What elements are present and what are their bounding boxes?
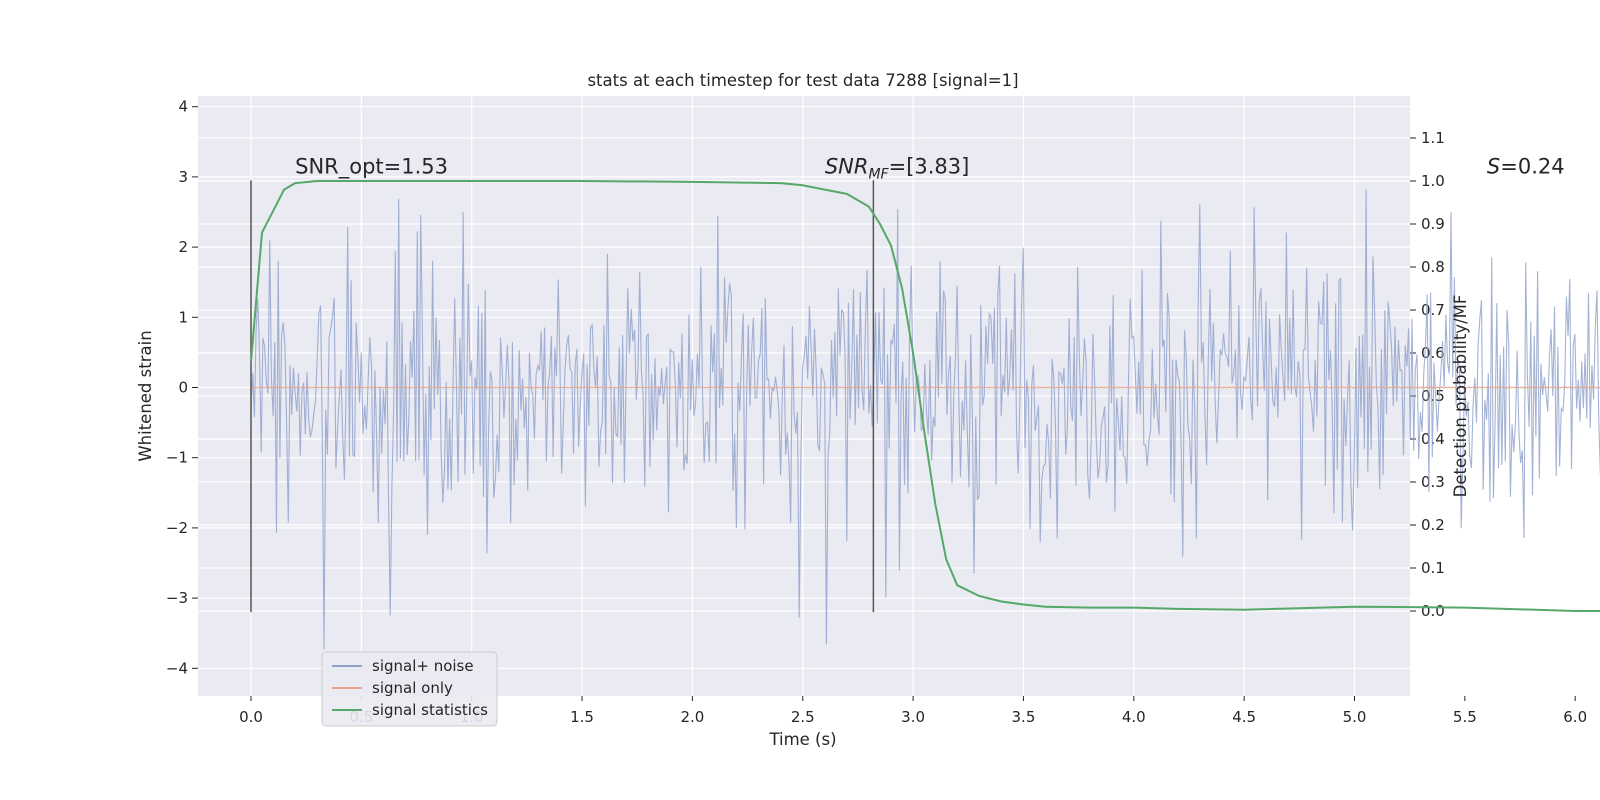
x-tick-label: 4.5 [1232, 708, 1256, 726]
legend-box [321, 651, 498, 727]
y-tick-label: 3 [178, 168, 188, 186]
y-tick-label: 0 [178, 379, 188, 397]
legend-label-stats: signal statistics [372, 701, 488, 719]
signal-statistics-series [250, 180, 1600, 612]
x-tick-label: 2.5 [791, 708, 815, 726]
y2-tick-label: 0.6 [1421, 344, 1445, 362]
x-tick-label: 4.0 [1122, 708, 1146, 726]
legend: signal+ noise signal only signal statist… [321, 651, 498, 727]
grid [198, 96, 1576, 696]
y2-axis-label: Detection probability/MF [1451, 295, 1470, 498]
y2-tick-label: 0.0 [1421, 602, 1445, 620]
x-tick-label: 1.5 [570, 708, 594, 726]
y-tick-label: −4 [166, 659, 188, 677]
x-tick-label: 6.0 [1563, 708, 1587, 726]
y-ticks: −4 −3 −2 −1 0 1 2 3 4 [166, 98, 198, 677]
legend-label-noise: signal+ noise [372, 657, 474, 675]
signal-noise-trace [250, 188, 1600, 650]
signal-only-trace [251, 386, 1600, 389]
y-tick-label: −2 [166, 519, 188, 537]
y-tick-label: −3 [166, 589, 188, 607]
y-tick-label: 1 [178, 308, 188, 326]
signal-noise-series [250, 188, 1600, 650]
vertical-markers [250, 180, 875, 613]
annotation-text: SNR_opt=1.53 [295, 154, 448, 179]
x-axis-label: Time (s) [768, 730, 836, 749]
y2-tick-label: 1.1 [1421, 129, 1445, 147]
y2-tick-label: 0.3 [1421, 473, 1445, 491]
x-tick-label: 0.0 [239, 708, 263, 726]
y2-tick-label: 1.0 [1421, 172, 1445, 190]
y-tick-label: 4 [178, 98, 188, 116]
x-tick-label: 5.0 [1343, 708, 1367, 726]
x-tick-label: 2.0 [680, 708, 704, 726]
legend-label-signal: signal only [372, 679, 453, 697]
x-tick-label: 5.5 [1453, 708, 1477, 726]
y-tick-label: 2 [178, 238, 188, 256]
x-tick-label: 3.5 [1012, 708, 1036, 726]
y-tick-label: −1 [166, 449, 188, 467]
y-axis-label: Whitened strain [136, 330, 155, 461]
signal-only-series [251, 386, 1600, 389]
y2-tick-label: 0.8 [1421, 258, 1445, 276]
y2-tick-label: 0.2 [1421, 516, 1445, 534]
y2-tick-label: 0.9 [1421, 215, 1445, 233]
chart-title: stats at each timestep for test data 728… [587, 71, 1018, 90]
signal-statistics-trace [250, 180, 1600, 612]
y2-tick-label: 0.1 [1421, 559, 1445, 577]
x-tick-label: 3.0 [901, 708, 925, 726]
y2-ticks: 0.00.10.20.30.40.50.60.70.80.91.01.1 [1410, 129, 1445, 620]
annotation-text: SNRMF=[3.83] [825, 154, 970, 182]
y2-tick-label: 0.7 [1421, 301, 1445, 319]
annotation-text: S=0.24 [1487, 154, 1565, 178]
